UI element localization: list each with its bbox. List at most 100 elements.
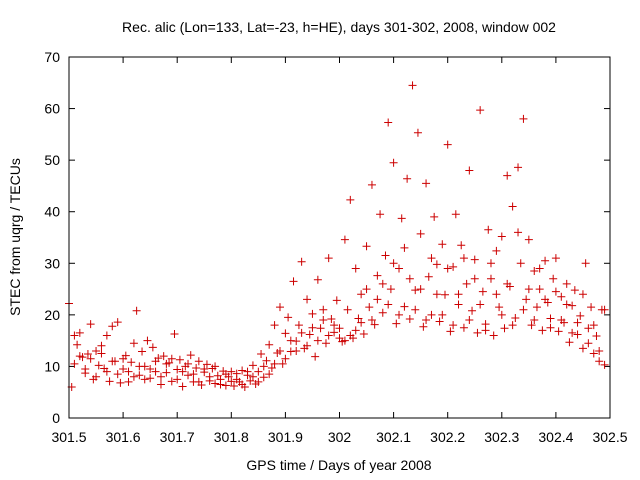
data-point [503,279,512,288]
data-point [175,355,184,364]
data-point [259,362,268,371]
data-point [151,357,160,366]
data-point [211,379,220,388]
y-tick-label: 40 [44,204,60,220]
data-point [519,305,528,314]
data-point [551,254,560,263]
data-point [138,347,147,356]
data-point [411,286,420,295]
data-point [422,179,431,188]
data-point [327,314,336,323]
data-point [451,210,460,219]
x-tick-label: 302.1 [376,429,411,445]
data-point [457,241,466,250]
x-axis-label: GPS time / Days of year 2008 [246,457,431,473]
data-point [581,259,590,268]
x-tick-label: 301.7 [160,429,195,445]
data-point [470,274,479,283]
data-point [94,361,103,370]
data-point [411,305,420,314]
data-point [292,337,301,346]
data-point [221,370,230,379]
data-point [446,327,455,336]
data-point [541,295,550,304]
data-point [146,365,155,374]
data-point [522,295,531,304]
data-point [319,305,328,314]
data-point [365,303,374,312]
data-point [162,359,171,368]
data-point [430,212,439,221]
data-point [194,357,203,366]
data-point [492,290,501,299]
data-point [73,340,82,349]
data-point [519,114,528,123]
data-point [422,316,431,325]
data-point [286,347,295,356]
data-point [427,254,436,263]
data-point [127,358,136,367]
x-tick-label: 301.6 [106,429,141,445]
data-point [438,240,447,249]
data-point [113,318,122,327]
data-point [562,300,571,309]
data-point [216,380,225,389]
data-point [92,346,101,355]
data-point [259,373,268,382]
data-point [170,329,179,338]
data-point [557,292,566,301]
data-point [75,352,84,361]
data-point [311,352,320,361]
data-point [481,326,490,335]
data-point [373,271,382,280]
data-point [281,329,290,338]
data-point [351,264,360,273]
y-tick-label: 20 [44,307,60,323]
data-point [184,359,193,368]
data-point [156,380,165,389]
data-point [367,316,376,325]
data-point [238,366,247,375]
data-point [119,365,128,374]
data-point [86,320,95,329]
data-point [435,317,444,326]
data-point [568,328,577,337]
data-point [75,328,84,337]
data-point [211,362,220,371]
data-point [503,171,512,180]
data-point [243,367,252,376]
data-point [484,225,493,234]
data-point [192,363,201,372]
data-point [284,313,293,322]
data-point [511,313,520,322]
data-point [316,324,325,333]
data-point [367,180,376,189]
data-point [584,339,593,348]
x-tick-label: 302.3 [484,429,519,445]
data-point [354,314,363,323]
data-point [535,285,544,294]
data-point [562,279,571,288]
data-point [330,321,339,330]
data-point [381,251,390,260]
data-point [386,285,395,294]
data-point [443,264,452,273]
data-point [405,274,414,283]
data-point [167,354,176,363]
data-point [346,195,355,204]
data-point [351,326,360,335]
data-point [81,365,90,374]
data-point [595,357,604,366]
data-point [570,286,579,295]
y-axis-label: STEC from uqrg / TECUs [7,158,23,316]
data-point [492,246,501,255]
data-point [549,274,558,283]
data-point [324,254,333,263]
data-point [308,323,317,332]
data-point [468,306,477,315]
data-point [257,350,266,359]
data-point [535,264,544,273]
data-point [108,357,117,366]
data-point [438,310,447,319]
